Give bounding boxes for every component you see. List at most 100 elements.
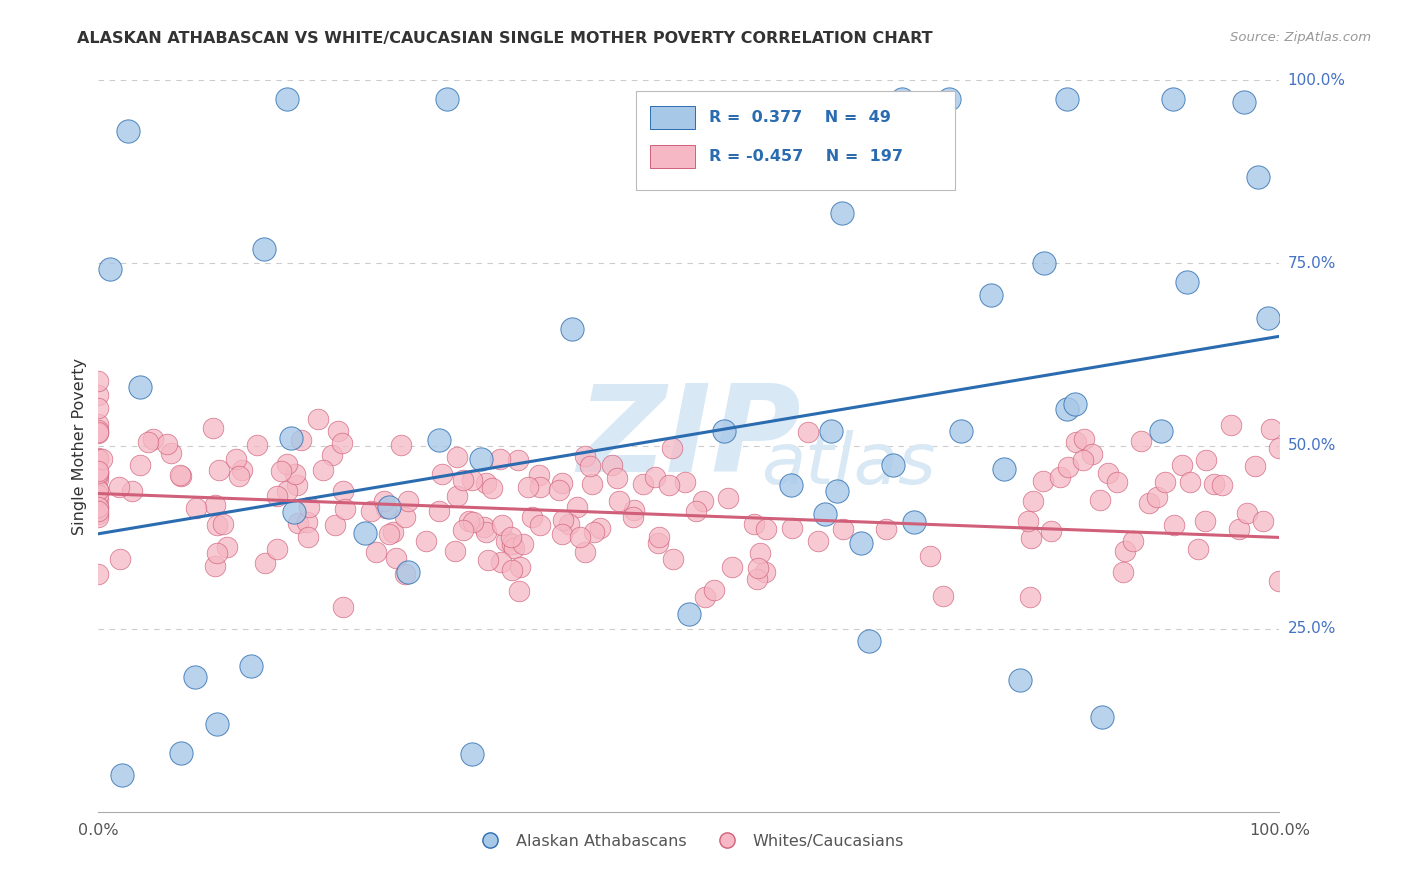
- Point: [389, 438, 412, 452]
- Point: [685, 504, 707, 518]
- Point: [321, 448, 343, 462]
- Point: [1233, 95, 1256, 110]
- Point: [551, 475, 574, 490]
- Point: [1236, 506, 1258, 520]
- Point: [330, 436, 353, 450]
- Point: [1090, 492, 1112, 507]
- Point: [169, 468, 191, 483]
- Point: [270, 464, 292, 478]
- Point: [128, 458, 150, 473]
- Point: [394, 567, 416, 582]
- Point: [276, 484, 298, 499]
- Point: [87, 401, 110, 415]
- Point: [184, 670, 207, 684]
- Point: [832, 523, 855, 537]
- Text: 75.0%: 75.0%: [1288, 256, 1336, 270]
- Point: [87, 465, 110, 479]
- Point: [87, 374, 110, 388]
- Point: [90, 452, 112, 467]
- Point: [1091, 709, 1114, 723]
- Point: [215, 540, 238, 554]
- Point: [87, 483, 110, 497]
- Point: [225, 451, 247, 466]
- Text: 100.0%: 100.0%: [1288, 73, 1346, 87]
- Point: [1017, 514, 1039, 528]
- Point: [631, 476, 654, 491]
- Point: [780, 478, 803, 492]
- Point: [290, 434, 312, 448]
- Point: [858, 633, 880, 648]
- Point: [98, 261, 121, 276]
- Point: [354, 525, 377, 540]
- Point: [1170, 458, 1192, 472]
- Point: [661, 442, 683, 456]
- Point: [574, 545, 596, 559]
- Point: [170, 469, 193, 483]
- FancyBboxPatch shape: [650, 106, 695, 129]
- Point: [550, 527, 572, 541]
- Point: [1251, 514, 1274, 528]
- Point: [156, 437, 179, 451]
- Point: [561, 322, 583, 336]
- Point: [1105, 475, 1128, 490]
- Text: R = -0.457    N =  197: R = -0.457 N = 197: [709, 149, 903, 164]
- Point: [502, 541, 524, 555]
- Point: [396, 566, 419, 580]
- Point: [581, 476, 603, 491]
- Point: [312, 463, 335, 477]
- Point: [831, 161, 853, 175]
- Point: [470, 451, 492, 466]
- Point: [378, 527, 401, 541]
- Text: Source: ZipAtlas.com: Source: ZipAtlas.com: [1230, 31, 1371, 45]
- Point: [607, 493, 630, 508]
- Point: [325, 518, 347, 533]
- Point: [721, 560, 744, 574]
- Point: [1146, 491, 1168, 505]
- Point: [87, 492, 110, 507]
- Point: [993, 462, 1015, 476]
- Point: [1154, 475, 1177, 490]
- Point: [489, 555, 512, 569]
- Point: [136, 435, 159, 450]
- Point: [280, 431, 302, 445]
- Point: [1040, 524, 1063, 538]
- Point: [472, 519, 495, 533]
- Point: [475, 524, 498, 539]
- Point: [87, 567, 110, 582]
- Point: [1056, 460, 1078, 475]
- Point: [429, 504, 451, 518]
- Point: [87, 451, 110, 466]
- Point: [658, 477, 681, 491]
- Point: [807, 533, 830, 548]
- Point: [512, 537, 534, 551]
- Point: [1227, 522, 1250, 536]
- FancyBboxPatch shape: [636, 91, 955, 190]
- Point: [529, 468, 551, 483]
- Point: [506, 452, 529, 467]
- Point: [589, 520, 612, 534]
- Point: [1204, 477, 1226, 491]
- Point: [117, 124, 139, 138]
- Point: [121, 484, 143, 499]
- Point: [1008, 673, 1031, 687]
- Point: [499, 530, 522, 544]
- Point: [205, 546, 228, 560]
- Point: [285, 478, 308, 492]
- Point: [1219, 417, 1241, 432]
- Point: [87, 483, 110, 497]
- Point: [903, 516, 925, 530]
- Point: [1064, 434, 1087, 449]
- Point: [378, 500, 401, 515]
- Point: [1097, 466, 1119, 480]
- Point: [253, 242, 276, 256]
- Point: [529, 480, 551, 494]
- Point: [742, 516, 765, 531]
- Point: [1019, 590, 1042, 604]
- Point: [1150, 425, 1173, 439]
- Point: [831, 205, 853, 219]
- Point: [212, 517, 235, 532]
- Point: [1022, 493, 1045, 508]
- Text: 50.0%: 50.0%: [1288, 439, 1336, 453]
- Point: [1260, 422, 1282, 436]
- Point: [849, 536, 872, 550]
